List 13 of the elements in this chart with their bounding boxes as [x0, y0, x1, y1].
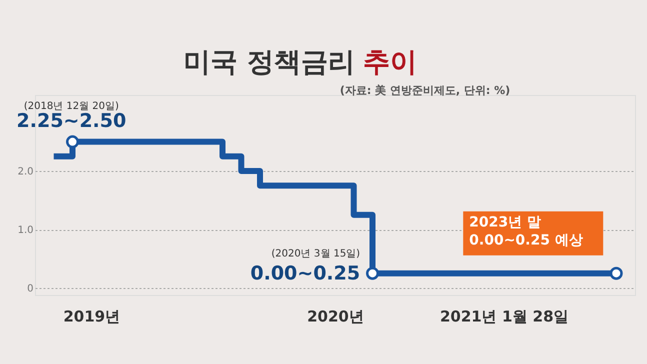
chart-title: 미국 정책금리 추이	[184, 47, 417, 78]
annotation: 2023년 말 0.00~0.25 예상	[469, 214, 583, 248]
y-tick-label: 0	[27, 283, 34, 294]
chart-subtitle: (자료: 美 연방준비제도, 단위: %)	[340, 84, 510, 97]
x-tick-label: 2020년	[307, 308, 364, 326]
x-tick-label: 2021년 1월 28일	[440, 308, 569, 326]
x-tick-label: 2019년	[63, 308, 120, 326]
y-tick-label: 2.0	[18, 166, 34, 178]
annotation: (2018년 12월 20일)	[24, 100, 120, 112]
y-tick-label: 1.0	[18, 225, 34, 236]
annotation: 0.00~0.25	[250, 262, 360, 284]
annotation: (2020년 3월 15일)	[271, 248, 360, 260]
annotation: 2.25~2.50	[16, 110, 126, 132]
